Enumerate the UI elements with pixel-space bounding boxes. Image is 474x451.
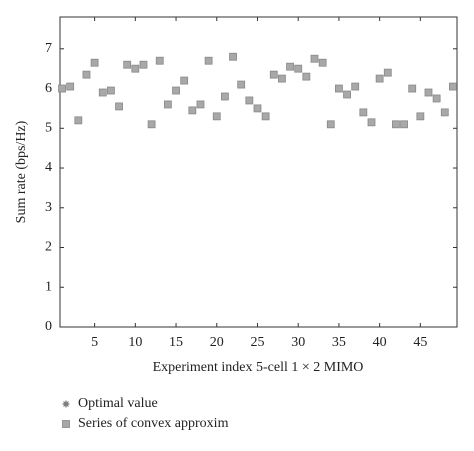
x-tick-label: 35	[332, 335, 346, 350]
data-point	[343, 90, 351, 99]
data-point	[294, 64, 303, 73]
data-point	[375, 74, 384, 83]
y-tick-label: 4	[45, 160, 52, 175]
legend-label: Series of convex approxim	[78, 416, 229, 431]
legend-marker	[62, 420, 70, 428]
data-point	[302, 72, 311, 81]
data-point	[172, 86, 180, 95]
data-point	[245, 96, 254, 105]
y-axis-label: Sum rate (bps/Hz)	[14, 120, 29, 223]
data-point	[416, 112, 425, 121]
data-point	[229, 52, 237, 61]
data-point	[123, 60, 132, 69]
x-tick-label: 5	[91, 335, 98, 350]
data-point	[58, 84, 66, 93]
data-point	[392, 120, 400, 129]
data-point	[221, 92, 229, 101]
data-point	[253, 104, 262, 113]
data-point	[139, 60, 148, 69]
y-tick-label: 3	[45, 200, 52, 215]
x-tick-label: 20	[210, 335, 224, 350]
plot-frame	[59, 16, 458, 328]
y-tick-label: 2	[45, 240, 52, 255]
data-point	[408, 84, 417, 93]
legend-label: Optimal value	[78, 396, 158, 411]
data-point	[432, 94, 441, 103]
data-point	[269, 70, 278, 79]
y-tick-label: 6	[45, 81, 52, 96]
x-axis-label: Experiment index 5-cell 1 × 2 MIMO	[153, 360, 364, 375]
y-tick-label: 0	[45, 319, 52, 334]
data-point	[204, 56, 213, 65]
data-point	[351, 82, 360, 91]
data-point	[400, 120, 408, 129]
y-tick-label: 5	[45, 121, 52, 136]
data-point	[359, 108, 368, 117]
data-point	[106, 86, 115, 95]
x-tick-label: 40	[373, 335, 387, 350]
data-point	[286, 62, 294, 71]
data-point	[326, 120, 335, 129]
data-point	[278, 74, 286, 83]
data-point	[212, 112, 221, 121]
data-point	[424, 88, 433, 97]
data-point	[261, 112, 270, 121]
y-tick-label: 7	[45, 41, 52, 56]
data-point	[188, 106, 197, 115]
x-tick-label: 10	[128, 335, 142, 350]
data-point	[335, 84, 343, 93]
x-tick-label: 45	[413, 335, 427, 350]
data-point	[82, 70, 91, 79]
data-point	[310, 54, 319, 63]
data-point	[318, 58, 327, 67]
data-point	[237, 80, 246, 89]
data-point	[164, 100, 172, 109]
data-point	[74, 116, 83, 125]
data-point	[90, 58, 99, 67]
y-tick-label: 1	[45, 279, 52, 294]
data-point	[98, 88, 107, 97]
legend-marker	[62, 400, 70, 408]
data-point	[115, 102, 123, 111]
data-point	[147, 120, 156, 129]
data-point	[131, 64, 140, 73]
data-point	[66, 82, 75, 91]
data-point	[180, 76, 189, 85]
x-tick-label: 15	[169, 335, 183, 350]
x-tick-label: 25	[250, 335, 264, 350]
data-point	[449, 82, 457, 91]
data-point	[383, 68, 392, 77]
x-tick-label: 30	[291, 335, 305, 350]
data-point	[155, 56, 164, 65]
data-point	[367, 118, 376, 127]
data-point	[440, 108, 449, 117]
data-point	[196, 100, 205, 109]
